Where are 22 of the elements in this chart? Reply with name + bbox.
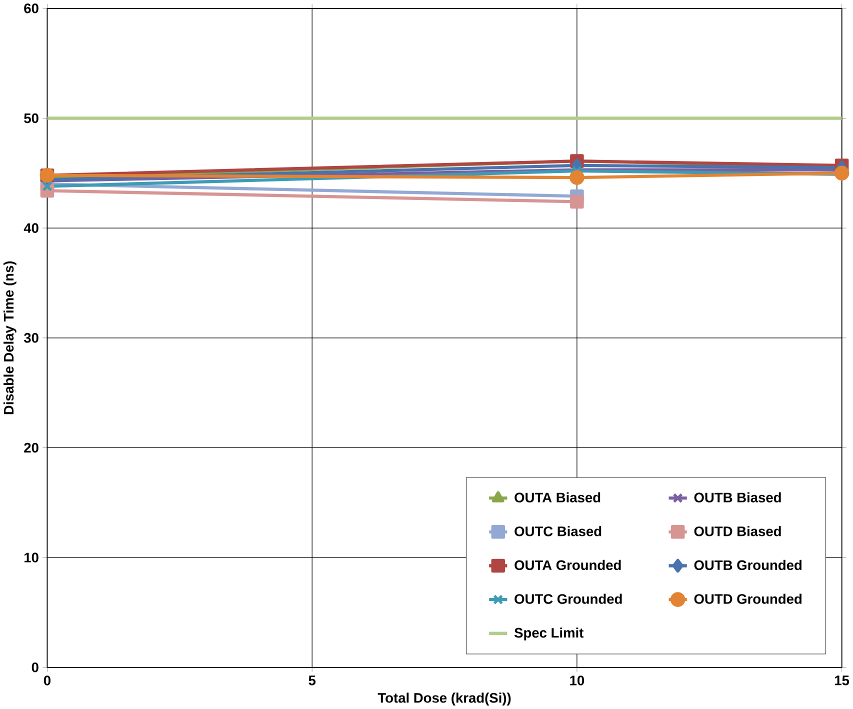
legend-label: OUTB Grounded bbox=[694, 560, 802, 570]
y-tick-label: 50 bbox=[24, 113, 38, 124]
y-tick-label: 40 bbox=[24, 223, 38, 233]
x-axis-title: Total Dose (krad(Si)) bbox=[378, 692, 511, 706]
x-tick-label: 0 bbox=[44, 676, 50, 686]
legend-label: OUTD Biased bbox=[694, 526, 781, 536]
x-tick-label: 15 bbox=[835, 676, 850, 686]
legend-label: OUTA Biased bbox=[514, 492, 600, 502]
legend-label: OUTA Grounded bbox=[514, 560, 621, 570]
y-axis-title: Disable Delay Time (ns) bbox=[4, 261, 16, 414]
y-tick-label: 60 bbox=[24, 4, 38, 14]
legend-label: OUTB Biased bbox=[694, 492, 781, 502]
x-tick-label: 10 bbox=[570, 676, 584, 686]
legend-label: OUTC Grounded bbox=[514, 594, 622, 604]
legend-label: OUTD Grounded bbox=[694, 594, 802, 604]
x-tick-label: 5 bbox=[308, 676, 316, 686]
y-tick-label: 0 bbox=[32, 662, 38, 672]
legend-label: OUTC Biased bbox=[514, 526, 602, 536]
y-tick-label: 20 bbox=[24, 442, 38, 453]
y-tick-label: 10 bbox=[24, 552, 38, 562]
y-tick-label: 30 bbox=[24, 332, 38, 343]
legend-label: Spec Limit bbox=[514, 628, 584, 640]
